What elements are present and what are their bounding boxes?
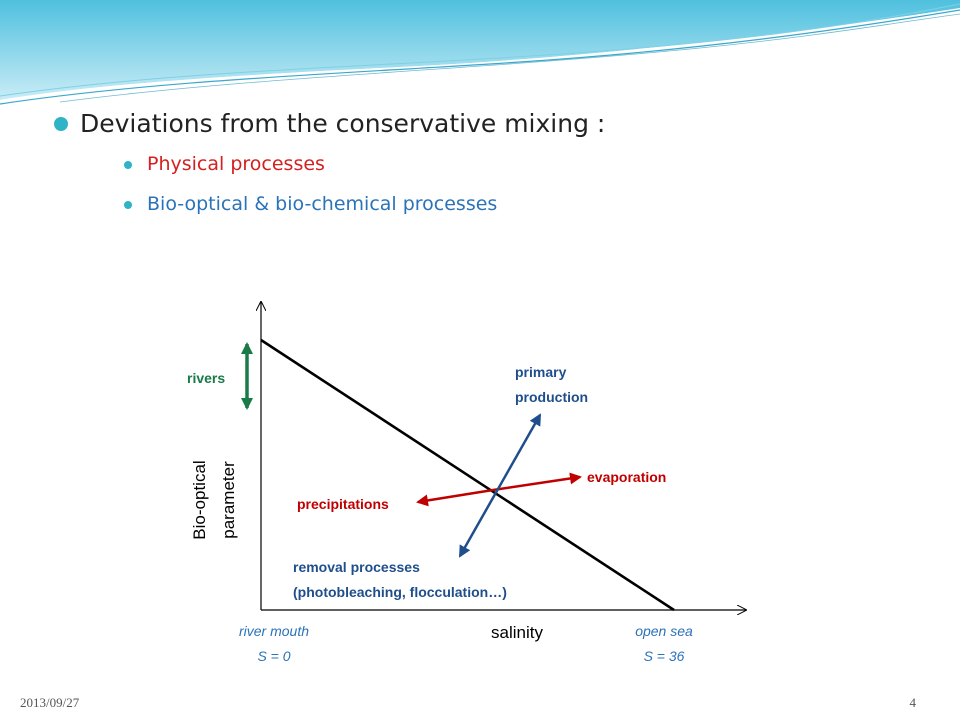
primary-production-label-line2: production (515, 389, 588, 405)
header-swoosh-decoration (0, 0, 960, 108)
main-bullet-text: Deviations from the conservative mixing … (80, 109, 606, 138)
sub-bullet-bio-text: Bio-optical & bio-chemical processes (147, 193, 498, 215)
primary-production-label-line1: primary (515, 364, 567, 380)
bullet-list: Deviations from the conservative mixing … (52, 104, 605, 224)
main-bullet: Deviations from the conservative mixing … (52, 104, 605, 144)
open-sea-salinity: S = 36 (644, 648, 685, 664)
precipitations-arrow (416, 488, 494, 507)
removal-processes-label-line1: removal processes (293, 559, 420, 575)
bio-process-arrow (458, 413, 542, 558)
sub-bullet-physical: Physical processes (52, 144, 605, 184)
removal-processes-label-line2: (photobleaching, flocculation…) (293, 584, 507, 600)
x-axis-label: salinity (491, 623, 543, 642)
evaporation-label: evaporation (587, 469, 666, 485)
bullet-dot-icon (124, 161, 132, 169)
river-mouth-label: river mouth (239, 623, 309, 639)
sub-bullet-physical-text: Physical processes (147, 153, 325, 175)
bullet-dot-icon (54, 117, 68, 131)
precipitations-label: precipitations (297, 496, 389, 512)
y-axis-label-line2: parameter (219, 461, 238, 539)
bullet-dot-icon (124, 201, 132, 209)
river-mouth-salinity: S = 0 (257, 648, 290, 664)
footer-date: 2013/09/27 (20, 695, 80, 710)
evaporation-arrow (492, 472, 582, 492)
open-sea-label: open sea (635, 623, 693, 639)
y-axis-label-line1: Bio-optical (190, 460, 209, 539)
sub-bullet-bio: Bio-optical & bio-chemical processes (52, 184, 605, 224)
rivers-label: rivers (187, 370, 225, 386)
page-number: 4 (909, 695, 917, 710)
